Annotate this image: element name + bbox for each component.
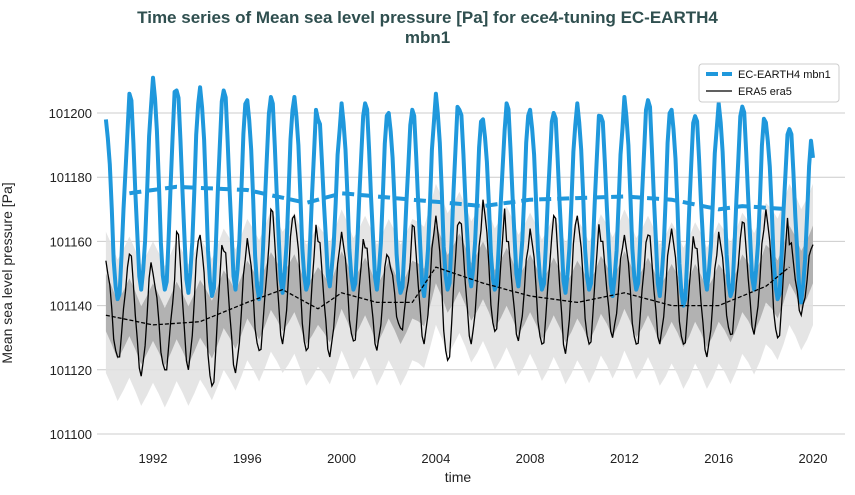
x-tick-label: 1992 [139,451,168,466]
ecearth-running-mean-line [129,184,790,212]
x-tick-label: 2000 [327,451,356,466]
x-tick-label: 2016 [704,451,733,466]
era5-inner-spread-band [105,225,813,366]
x-tick-label: 2004 [421,451,450,466]
y-axis-label: Mean sea level pressure [Pa] [0,182,15,363]
y-tick-label: 101200 [49,106,92,121]
x-tick-label: 1996 [233,451,262,466]
x-tick-label: 2020 [799,451,828,466]
legend-label-ecearth: EC-EARTH4 mbn1 [738,69,831,81]
era5-monthly-line [105,199,814,388]
x-axis-label: time [445,469,472,485]
chart-title-line1: Time series of Mean sea level pressure [… [137,8,718,27]
ecearth-monthly-line [103,75,815,308]
legend: EC-EARTH4 mbn1 ERA5 era5 [698,63,840,103]
y-tick-label: 101120 [50,363,92,378]
era5-outer-spread-band [105,183,813,408]
chart-title-line2: mbn1 [404,28,451,47]
y-tick-label: 101140 [50,299,92,314]
y-tick-label: 101100 [50,427,92,442]
x-tick-label: 2008 [516,451,545,466]
era5-running-mean-line [105,266,790,326]
x-tick-label: 2012 [610,451,639,466]
y-tick-label: 101180 [50,170,92,185]
legend-label-era5: ERA5 era5 [738,86,792,98]
y-tick-label: 101160 [50,234,92,249]
